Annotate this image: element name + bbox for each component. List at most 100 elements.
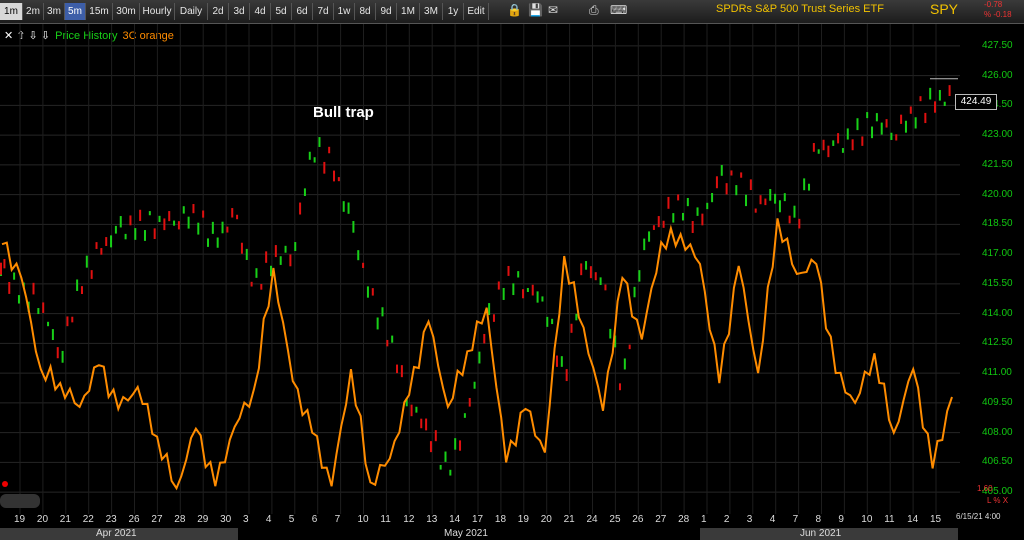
- price-candle: [536, 291, 539, 303]
- timeframe-8d[interactable]: 8d: [355, 3, 376, 20]
- chart-plot-area[interactable]: [0, 24, 960, 514]
- series-line-3c-orange: [1, 218, 953, 491]
- x-tick-label: 3: [746, 514, 753, 525]
- price-candle: [226, 226, 229, 233]
- price-candle: [265, 251, 268, 263]
- price-candle: [391, 335, 394, 343]
- timeframe-2m[interactable]: 2m: [23, 3, 44, 20]
- timeframe-9d[interactable]: 9d: [376, 3, 397, 20]
- price-candle: [662, 220, 665, 228]
- price-candle: [871, 126, 874, 139]
- x-tick-label: 7: [792, 514, 799, 525]
- timeframe-15m[interactable]: 15m: [86, 3, 113, 20]
- timeframe-6d[interactable]: 6d: [292, 3, 313, 20]
- price-candle: [880, 122, 883, 135]
- month-label: Apr 2021: [96, 528, 137, 539]
- price-candle: [386, 339, 389, 347]
- price-candle: [677, 194, 680, 201]
- price-candle: [730, 170, 733, 176]
- price-candle: [745, 194, 748, 207]
- timeframe-hourly[interactable]: Hourly: [140, 3, 175, 20]
- y-tick-label: 424.50: [982, 99, 1013, 111]
- price-candle: [483, 333, 486, 344]
- timeframe-7d[interactable]: 7d: [313, 3, 334, 20]
- price-candle: [648, 231, 651, 242]
- price-candle: [735, 185, 738, 196]
- timeframe-3m[interactable]: 3m: [44, 3, 65, 20]
- x-tick-label: 11: [884, 514, 895, 525]
- x-tick-label: 15: [930, 514, 942, 525]
- print-icon[interactable]: ⎙: [589, 3, 599, 17]
- price-candle: [875, 113, 878, 122]
- price-candle: [318, 137, 321, 147]
- save-icon[interactable]: 💾: [528, 3, 543, 17]
- x-tick-label: 24: [586, 514, 598, 525]
- price-candle: [904, 120, 907, 133]
- price-candle: [507, 265, 510, 276]
- timeframe-5d[interactable]: 5d: [271, 3, 292, 20]
- legend-3c-orange[interactable]: 3C orange: [122, 30, 174, 42]
- price-candle: [211, 221, 214, 234]
- x-tick-label: 23: [105, 514, 117, 525]
- y-tick-label: 420.00: [982, 188, 1013, 200]
- price-candle: [454, 438, 457, 450]
- price-candle: [555, 355, 558, 367]
- price-candle: [463, 413, 466, 418]
- price-candle: [492, 314, 495, 322]
- price-candle: [526, 287, 529, 292]
- timeframe-30m[interactable]: 30m: [113, 3, 140, 20]
- price-candle: [788, 215, 791, 224]
- right-axis-controls[interactable]: L % X: [987, 496, 1009, 505]
- timeframe-1w[interactable]: 1w: [334, 3, 355, 20]
- price-candle: [589, 266, 592, 279]
- price-candle: [885, 119, 888, 128]
- email-icon[interactable]: ✉: [548, 3, 559, 17]
- alert-dot-icon[interactable]: [2, 481, 8, 487]
- timeframe-edit[interactable]: Edit: [464, 3, 489, 20]
- price-candle: [459, 440, 462, 451]
- price-candle: [522, 289, 525, 299]
- timeframe-5m[interactable]: 5m: [65, 3, 86, 20]
- price-candle: [143, 230, 146, 241]
- price-candle: [580, 263, 583, 276]
- timeframe-daily[interactable]: Daily: [175, 3, 208, 20]
- price-candle: [17, 295, 20, 304]
- timeframe-1m[interactable]: 1M: [397, 3, 420, 20]
- price-candle: [701, 213, 704, 226]
- legend-arrows-icon[interactable]: ✕ ⇧ ⇩ ⇩: [4, 30, 51, 42]
- x-tick-label: 19: [14, 514, 26, 525]
- price-candle: [245, 248, 248, 260]
- y-tick-label: 409.50: [982, 396, 1013, 408]
- price-candle: [691, 221, 694, 233]
- x-tick-label: 30: [220, 514, 232, 525]
- timeframe-3m[interactable]: 3M: [420, 3, 443, 20]
- price-candle: [415, 406, 418, 413]
- timeframe-4d[interactable]: 4d: [250, 3, 271, 20]
- scroll-handle[interactable]: [0, 494, 40, 508]
- price-candle: [546, 316, 549, 327]
- timeframe-3d[interactable]: 3d: [229, 3, 250, 20]
- price-candle: [793, 205, 796, 218]
- price-candle: [177, 221, 180, 230]
- x-tick-label: 20: [540, 514, 552, 525]
- y-tick-label: 417.00: [982, 248, 1013, 260]
- keyboard-icon[interactable]: ⌨: [610, 3, 628, 17]
- price-candle: [570, 323, 573, 333]
- price-candle: [42, 302, 45, 313]
- change-percent: % -0.18: [984, 10, 1012, 19]
- timeframe-1m[interactable]: 1m: [0, 3, 23, 20]
- timeframe-2d[interactable]: 2d: [208, 3, 229, 20]
- legend-price-history[interactable]: Price History: [55, 30, 118, 42]
- price-candle: [37, 308, 40, 315]
- x-tick-label: 7: [334, 514, 341, 525]
- price-candle: [929, 87, 932, 100]
- price-candle: [163, 218, 166, 231]
- price-candle: [594, 272, 597, 281]
- lock-icon[interactable]: 🔒: [507, 3, 522, 17]
- price-candle: [643, 238, 646, 251]
- timeframe-1y[interactable]: 1y: [443, 3, 464, 20]
- price-candle: [812, 143, 815, 152]
- x-tick-label: 11: [380, 514, 391, 525]
- price-candle: [934, 101, 937, 113]
- ticker-symbol[interactable]: SPY: [930, 1, 959, 17]
